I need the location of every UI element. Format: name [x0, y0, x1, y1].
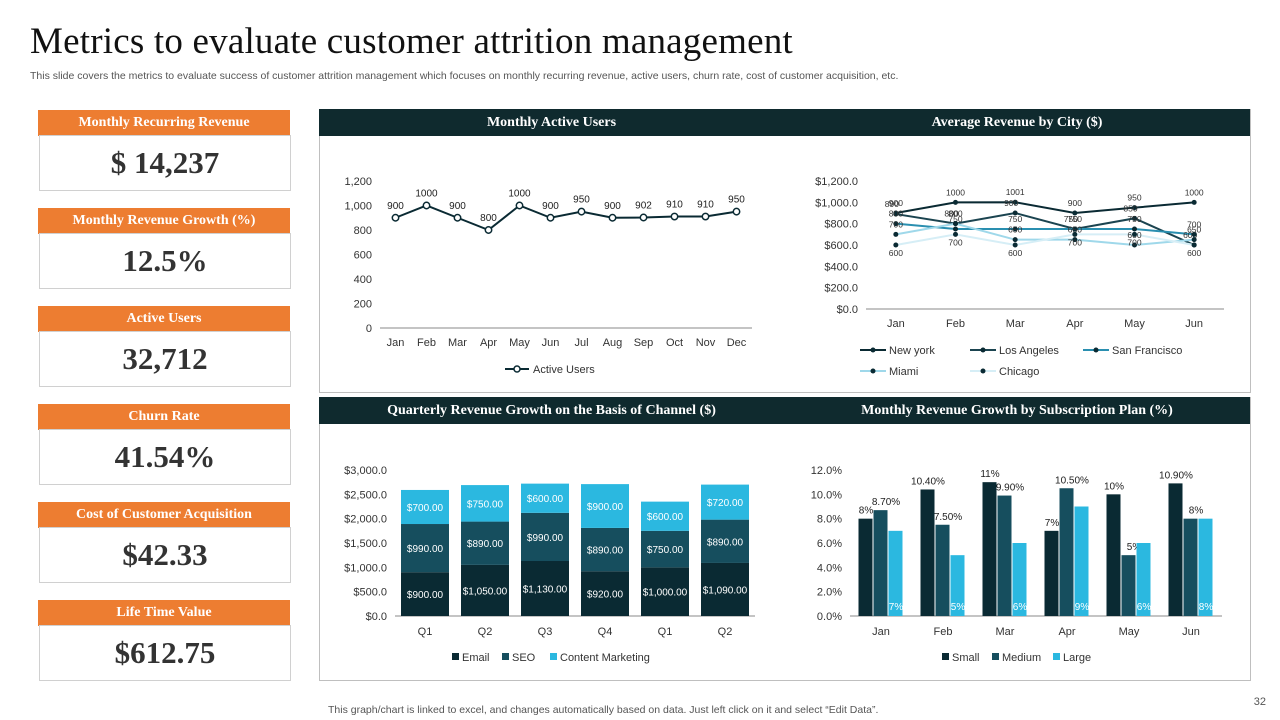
kpi-value-revenue-growth: 12.5%	[39, 233, 291, 289]
page-title: Metrics to evaluate customer attrition m…	[30, 21, 793, 62]
top-panel-header: Monthly Active Users Average Revenue by …	[319, 109, 1250, 136]
kpi-value-churn-rate: 41.54%	[39, 429, 291, 485]
chart-title-active-users: Monthly Active Users	[486, 115, 617, 130]
kpi-label-cac: Cost of Customer Acquisition	[38, 502, 290, 528]
chart-title-quarterly-channel: Quarterly Revenue Growth on the Basis of…	[387, 403, 716, 418]
bottom-panel-header: Quarterly Revenue Growth on the Basis of…	[319, 397, 1250, 424]
kpi-label-active-users: Active Users	[38, 306, 290, 332]
kpi-value-cac: $42.33	[39, 527, 291, 583]
kpi-label-ltv: Life Time Value	[38, 600, 290, 626]
chart-title-revenue-by-city: Average Revenue by City ($)	[931, 115, 1103, 130]
chart-title-subscription-growth: Monthly Revenue Growth by Subscription P…	[861, 403, 1173, 418]
kpi-value-mrr: $ 14,237	[39, 135, 291, 191]
kpi-label-mrr: Monthly Recurring Revenue	[38, 110, 290, 136]
bottom-charts-panel	[319, 397, 1251, 681]
kpi-label-churn-rate: Churn Rate	[38, 404, 290, 430]
kpi-value-active-users: 32,712	[39, 331, 291, 387]
footer-note: This graph/chart is linked to excel, and…	[328, 704, 879, 716]
page-number: 32	[1253, 696, 1266, 708]
top-charts-panel	[319, 109, 1251, 393]
page-subtitle: This slide covers the metrics to evaluat…	[30, 70, 899, 82]
kpi-value-ltv: $612.75	[39, 625, 291, 681]
kpi-label-revenue-growth: Monthly Revenue Growth (%)	[38, 208, 290, 234]
